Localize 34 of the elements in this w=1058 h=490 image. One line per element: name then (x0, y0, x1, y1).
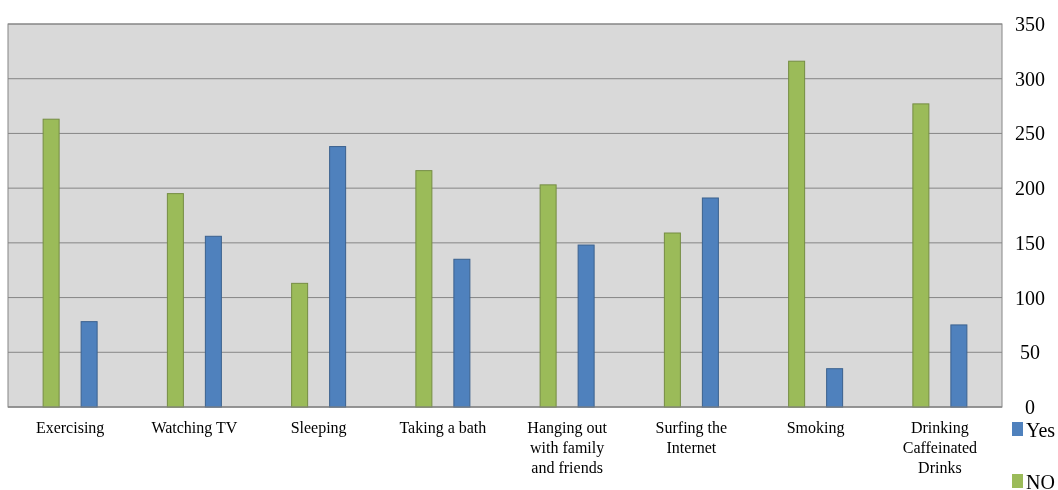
y-tick-label: 250 (1015, 122, 1045, 145)
y-tick-label: 50 (1020, 341, 1040, 364)
bar (663, 232, 681, 408)
x-tick-label: Drinking Caffeinated Drinks (902, 419, 978, 476)
bar (912, 103, 930, 408)
bar (329, 146, 347, 408)
x-tick-label: Hanging out with family and friends (527, 419, 608, 476)
bar (577, 244, 595, 408)
y-tick-label: 300 (1015, 67, 1045, 90)
bar (539, 184, 557, 408)
bar (701, 197, 719, 408)
legend-label: NO (1026, 471, 1055, 490)
x-tick-label: Surfing the Internet (655, 419, 728, 456)
x-tick-label: Exercising (35, 419, 105, 437)
bar (950, 324, 968, 408)
x-tick-label: Smoking (786, 419, 845, 437)
x-tick-label: Taking a bath (399, 419, 487, 437)
x-tick-label: Watching TV (151, 419, 238, 437)
y-tick-label: 100 (1015, 286, 1045, 309)
bar (291, 282, 309, 408)
x-tick-label: Sleeping (290, 419, 347, 437)
bar (415, 170, 433, 408)
y-tick-label: 0 (1025, 396, 1035, 418)
bar (788, 60, 806, 408)
y-tick-label: 350 (1015, 13, 1045, 35)
bar (826, 368, 844, 408)
bar (204, 235, 222, 408)
bar (166, 193, 184, 408)
bar (80, 321, 98, 408)
bar (42, 118, 60, 408)
y-tick-label: 200 (1015, 177, 1045, 200)
legend-label: Yes (1026, 419, 1056, 441)
y-tick-label: 150 (1015, 231, 1045, 254)
bar (453, 258, 471, 408)
